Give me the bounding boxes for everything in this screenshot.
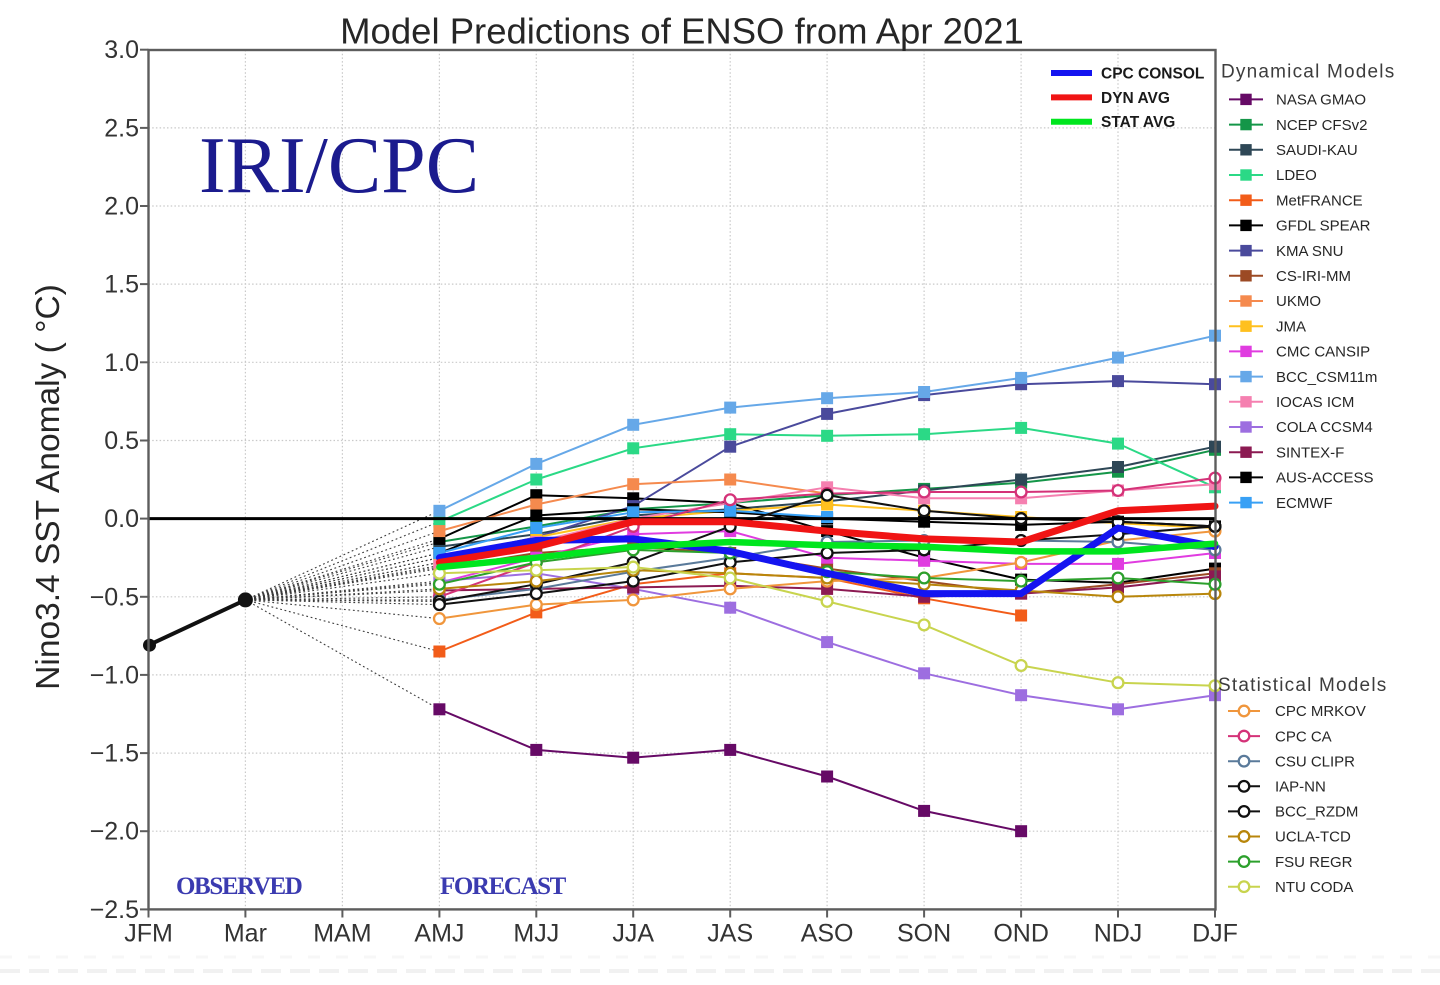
svg-text:1.5: 1.5 [104, 271, 139, 299]
svg-text:ASO: ASO [801, 920, 854, 948]
svg-text:JAS: JAS [707, 920, 753, 948]
svg-text:STAT AVG: STAT AVG [1101, 114, 1175, 131]
svg-text:Model Predictions of ENSO from: Model Predictions of ENSO from Apr 2021 [340, 11, 1024, 52]
svg-text:JMA: JMA [1276, 318, 1306, 335]
svg-text:MAM: MAM [313, 920, 371, 948]
svg-text:BCC_RZDM: BCC_RZDM [1275, 804, 1358, 821]
svg-text:CPC CONSOL: CPC CONSOL [1101, 66, 1204, 83]
svg-text:ECMWF: ECMWF [1276, 495, 1333, 512]
svg-text:JFM: JFM [124, 920, 173, 948]
svg-text:CSU CLIPR: CSU CLIPR [1275, 753, 1355, 770]
svg-text:1.0: 1.0 [104, 349, 139, 377]
svg-text:−1.5: −1.5 [90, 740, 139, 768]
svg-text:BCC_CSM11m: BCC_CSM11m [1276, 369, 1377, 386]
svg-text:AUS-ACCESS: AUS-ACCESS [1276, 470, 1374, 487]
svg-text:Dynamical Models: Dynamical Models [1221, 62, 1395, 83]
svg-text:CMC CANSIP: CMC CANSIP [1276, 344, 1370, 361]
svg-text:0.5: 0.5 [104, 427, 139, 455]
svg-text:NDJ: NDJ [1094, 920, 1143, 948]
svg-text:FORECAST: FORECAST [440, 873, 567, 900]
svg-text:Nino3.4 SST Anomaly ( °C): Nino3.4 SST Anomaly ( °C) [30, 284, 67, 690]
svg-text:KMA SNU: KMA SNU [1276, 243, 1344, 260]
svg-text:0.0: 0.0 [104, 505, 139, 533]
svg-text:Mar: Mar [224, 920, 267, 948]
svg-text:IOCAS ICM: IOCAS ICM [1276, 394, 1354, 411]
svg-text:−1.0: −1.0 [90, 661, 139, 689]
svg-text:SON: SON [897, 920, 951, 948]
svg-text:NASA GMAO: NASA GMAO [1276, 92, 1366, 109]
svg-text:NCEP CFSv2: NCEP CFSv2 [1276, 117, 1367, 134]
svg-text:MJJ: MJJ [513, 920, 559, 948]
svg-text:CPC MRKOV: CPC MRKOV [1275, 703, 1366, 720]
svg-text:IAP-NN: IAP-NN [1275, 779, 1326, 796]
svg-text:MetFRANCE: MetFRANCE [1276, 192, 1363, 209]
svg-text:UCLA-TCD: UCLA-TCD [1275, 829, 1351, 846]
svg-text:2.5: 2.5 [104, 114, 139, 142]
svg-text:−0.5: −0.5 [90, 583, 139, 611]
svg-text:CS-IRI-MM: CS-IRI-MM [1276, 268, 1351, 285]
svg-text:DYN AVG: DYN AVG [1101, 90, 1170, 107]
svg-text:SINTEX-F: SINTEX-F [1276, 444, 1344, 461]
svg-text:OND: OND [993, 920, 1049, 948]
svg-text:−2.5: −2.5 [90, 896, 139, 924]
svg-text:AMJ: AMJ [414, 920, 464, 948]
svg-text:CPC CA: CPC CA [1275, 728, 1332, 745]
svg-text:GFDL SPEAR: GFDL SPEAR [1276, 218, 1371, 235]
svg-text:3.0: 3.0 [104, 36, 139, 64]
svg-text:JJA: JJA [612, 920, 654, 948]
svg-text:−2.0: −2.0 [90, 818, 139, 846]
svg-text:NTU CODA: NTU CODA [1275, 879, 1353, 896]
svg-text:SAUDI-KAU: SAUDI-KAU [1276, 142, 1358, 159]
svg-text:Statistical Models: Statistical Models [1218, 675, 1387, 696]
svg-text:LDEO: LDEO [1276, 167, 1317, 184]
svg-text:IRI/CPC: IRI/CPC [199, 122, 479, 210]
svg-text:UKMO: UKMO [1276, 293, 1321, 310]
svg-text:COLA CCSM4: COLA CCSM4 [1276, 419, 1373, 436]
svg-text:2.0: 2.0 [104, 193, 139, 221]
svg-text:OBSERVED: OBSERVED [176, 873, 302, 900]
svg-text:FSU REGR: FSU REGR [1275, 854, 1353, 871]
svg-text:DJF: DJF [1192, 920, 1238, 948]
